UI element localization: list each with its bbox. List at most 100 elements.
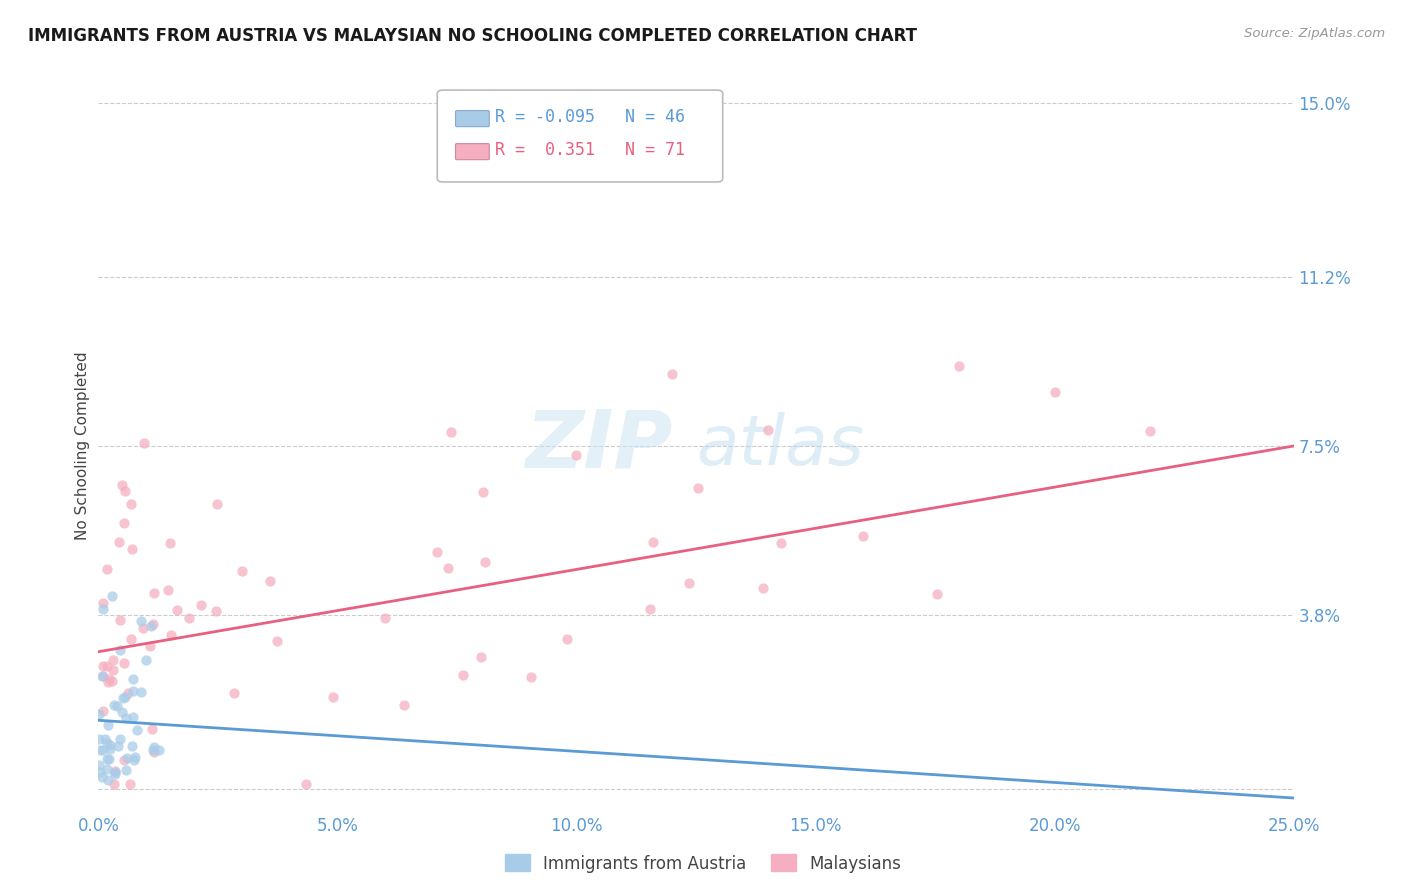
Point [98,672,121,686]
Point [101,653,124,667]
Point [134,435,156,450]
Point [118,777,141,791]
Point [103,777,125,791]
Point [91,704,114,718]
Point [91,596,114,610]
Point [98,738,121,752]
Point [124,749,146,764]
Point [110,613,132,627]
Point [89,743,111,757]
Point [159,536,181,550]
Point [470,650,492,665]
Point [426,545,449,559]
Point [104,767,127,781]
Point [392,698,415,712]
Point [756,423,779,437]
Point [101,663,124,677]
Point [643,535,665,549]
Point [121,739,143,753]
Point [104,764,127,778]
Point [97,674,120,689]
Point [222,686,245,700]
Point [96,736,118,750]
Point [114,753,136,767]
Point [89,758,111,772]
Point [437,561,460,575]
Point [120,632,142,647]
Point [98,752,121,766]
Point [148,743,170,757]
Point [205,497,228,511]
Point [117,686,139,700]
Point [451,667,474,681]
Point [266,634,288,648]
Point [108,642,131,657]
Point [115,751,138,765]
Point [111,690,134,705]
Point [769,536,792,550]
Point [100,589,122,603]
Point [131,614,153,628]
Point [132,621,155,635]
Point [112,656,135,670]
Point [129,685,152,699]
Point [96,659,118,673]
Text: Source: ZipAtlas.com: Source: ZipAtlas.com [1244,27,1385,40]
Point [122,753,145,767]
Point [97,772,120,787]
Point [100,674,122,689]
Text: IMMIGRANTS FROM AUSTRIA VS MALAYSIAN NO SCHOOLING COMPLETED CORRELATION CHART: IMMIGRANTS FROM AUSTRIA VS MALAYSIAN NO … [28,27,917,45]
Point [90,770,112,784]
Point [114,484,136,499]
Point [98,742,121,756]
Point [89,732,111,747]
Point [114,690,136,705]
Point [142,746,165,760]
Point [555,632,578,647]
Point [160,628,183,642]
Point [96,562,118,576]
Point [103,698,125,713]
Point [752,581,775,595]
Point [108,732,131,747]
Point [374,610,396,624]
Point [139,619,162,633]
Point [91,743,114,757]
Point [295,777,318,791]
Point [121,541,143,556]
Point [89,707,111,722]
Point [115,711,138,725]
Point [108,535,131,549]
Point [166,603,188,617]
Point [122,709,145,723]
Point [107,739,129,753]
Point [89,764,111,779]
Point [96,762,118,776]
Point [688,481,710,495]
Point [948,359,970,374]
Point [141,722,163,736]
Point [661,367,683,381]
Point [142,617,165,632]
Point [179,611,201,625]
Point [678,576,700,591]
Point [474,555,496,569]
Point [565,448,588,462]
Point [91,669,114,683]
Point [91,669,114,683]
Point [1043,385,1066,400]
Point [91,658,114,673]
Point [259,574,281,589]
Point [104,764,127,779]
Text: R = -0.095   N = 46: R = -0.095 N = 46 [495,108,685,126]
Text: ZIP: ZIP [524,407,672,485]
Point [927,586,949,600]
Point [472,485,495,500]
Point [97,717,120,731]
Point [852,528,875,542]
Point [142,742,165,756]
Point [142,586,165,600]
Point [231,564,253,578]
Point [519,670,541,684]
Point [105,698,128,713]
